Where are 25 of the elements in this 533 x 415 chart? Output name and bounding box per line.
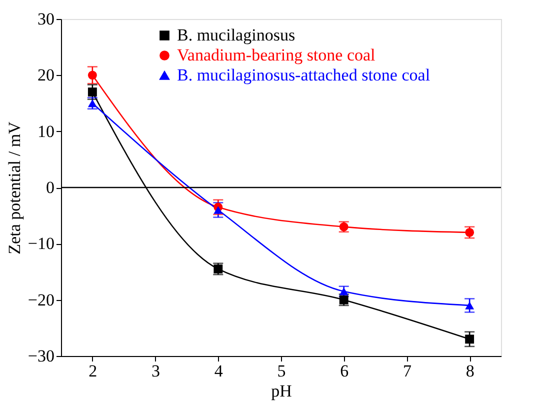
legend-label: B. mucilaginosus: [177, 26, 296, 44]
legend-label: Vanadium-bearing stone coal: [177, 46, 376, 64]
point: [88, 99, 97, 108]
x-axis-title: pH: [271, 382, 292, 400]
y-tick-label: 0: [46, 178, 54, 197]
x-tick-label: 2: [88, 362, 98, 380]
y-tick-label: 10: [38, 122, 54, 141]
y-tick-label: 30: [38, 10, 54, 28]
x-tick-label: 4: [214, 362, 224, 380]
y-axis-title: Zeta potential / mV: [4, 120, 24, 254]
point: [88, 70, 97, 80]
y-tick-label: 20: [38, 66, 54, 85]
point: [88, 88, 97, 96]
point: [465, 334, 474, 344]
point: [214, 206, 223, 214]
x-tick-label: 6: [340, 362, 349, 380]
y-tick-label: −10: [28, 234, 54, 254]
y-tick-label: −30: [28, 346, 54, 366]
x-tick-label: 7: [402, 362, 412, 380]
x-tick-label: 3: [152, 362, 160, 380]
x-tick-label: 5: [277, 362, 286, 380]
x-tick-label: 8: [466, 362, 474, 380]
legend-label: B. mucilaginosus-attached stone coal: [177, 66, 430, 84]
y-tick-label: −20: [28, 290, 54, 310]
point: [465, 302, 474, 310]
